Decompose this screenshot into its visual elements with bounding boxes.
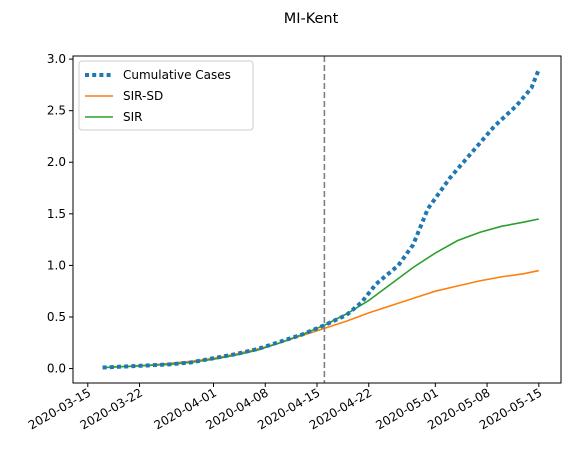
legend-label: SIR-SD bbox=[123, 89, 163, 103]
legend: Cumulative Cases SIR-SD SIR bbox=[78, 60, 254, 131]
y-tick-label: 1.0 bbox=[47, 258, 66, 272]
legend-label: SIR bbox=[123, 110, 143, 124]
y-tick-label: 2.5 bbox=[47, 104, 66, 118]
series-line-cumulative-cases bbox=[102, 68, 541, 370]
series-line-sir bbox=[102, 218, 539, 369]
y-tick-label: 3.0 bbox=[47, 52, 66, 66]
legend-box bbox=[78, 60, 254, 131]
y-tick-label: 2.0 bbox=[47, 155, 66, 169]
y-tick-label: 0.5 bbox=[47, 310, 66, 324]
y-tick-label: 0.0 bbox=[47, 362, 66, 376]
chart-title: MI-Kent bbox=[284, 11, 339, 27]
legend-label: Cumulative Cases bbox=[123, 68, 231, 82]
y-tick-label: 1.5 bbox=[47, 207, 66, 221]
y-axis: 0.0 0.5 1.0 1.5 2.0 2.5 3.0 bbox=[47, 52, 73, 376]
plot-area bbox=[72, 55, 562, 384]
legend-entries: Cumulative Cases SIR-SD SIR bbox=[85, 68, 231, 124]
series-line-sir-sd bbox=[102, 269, 539, 369]
